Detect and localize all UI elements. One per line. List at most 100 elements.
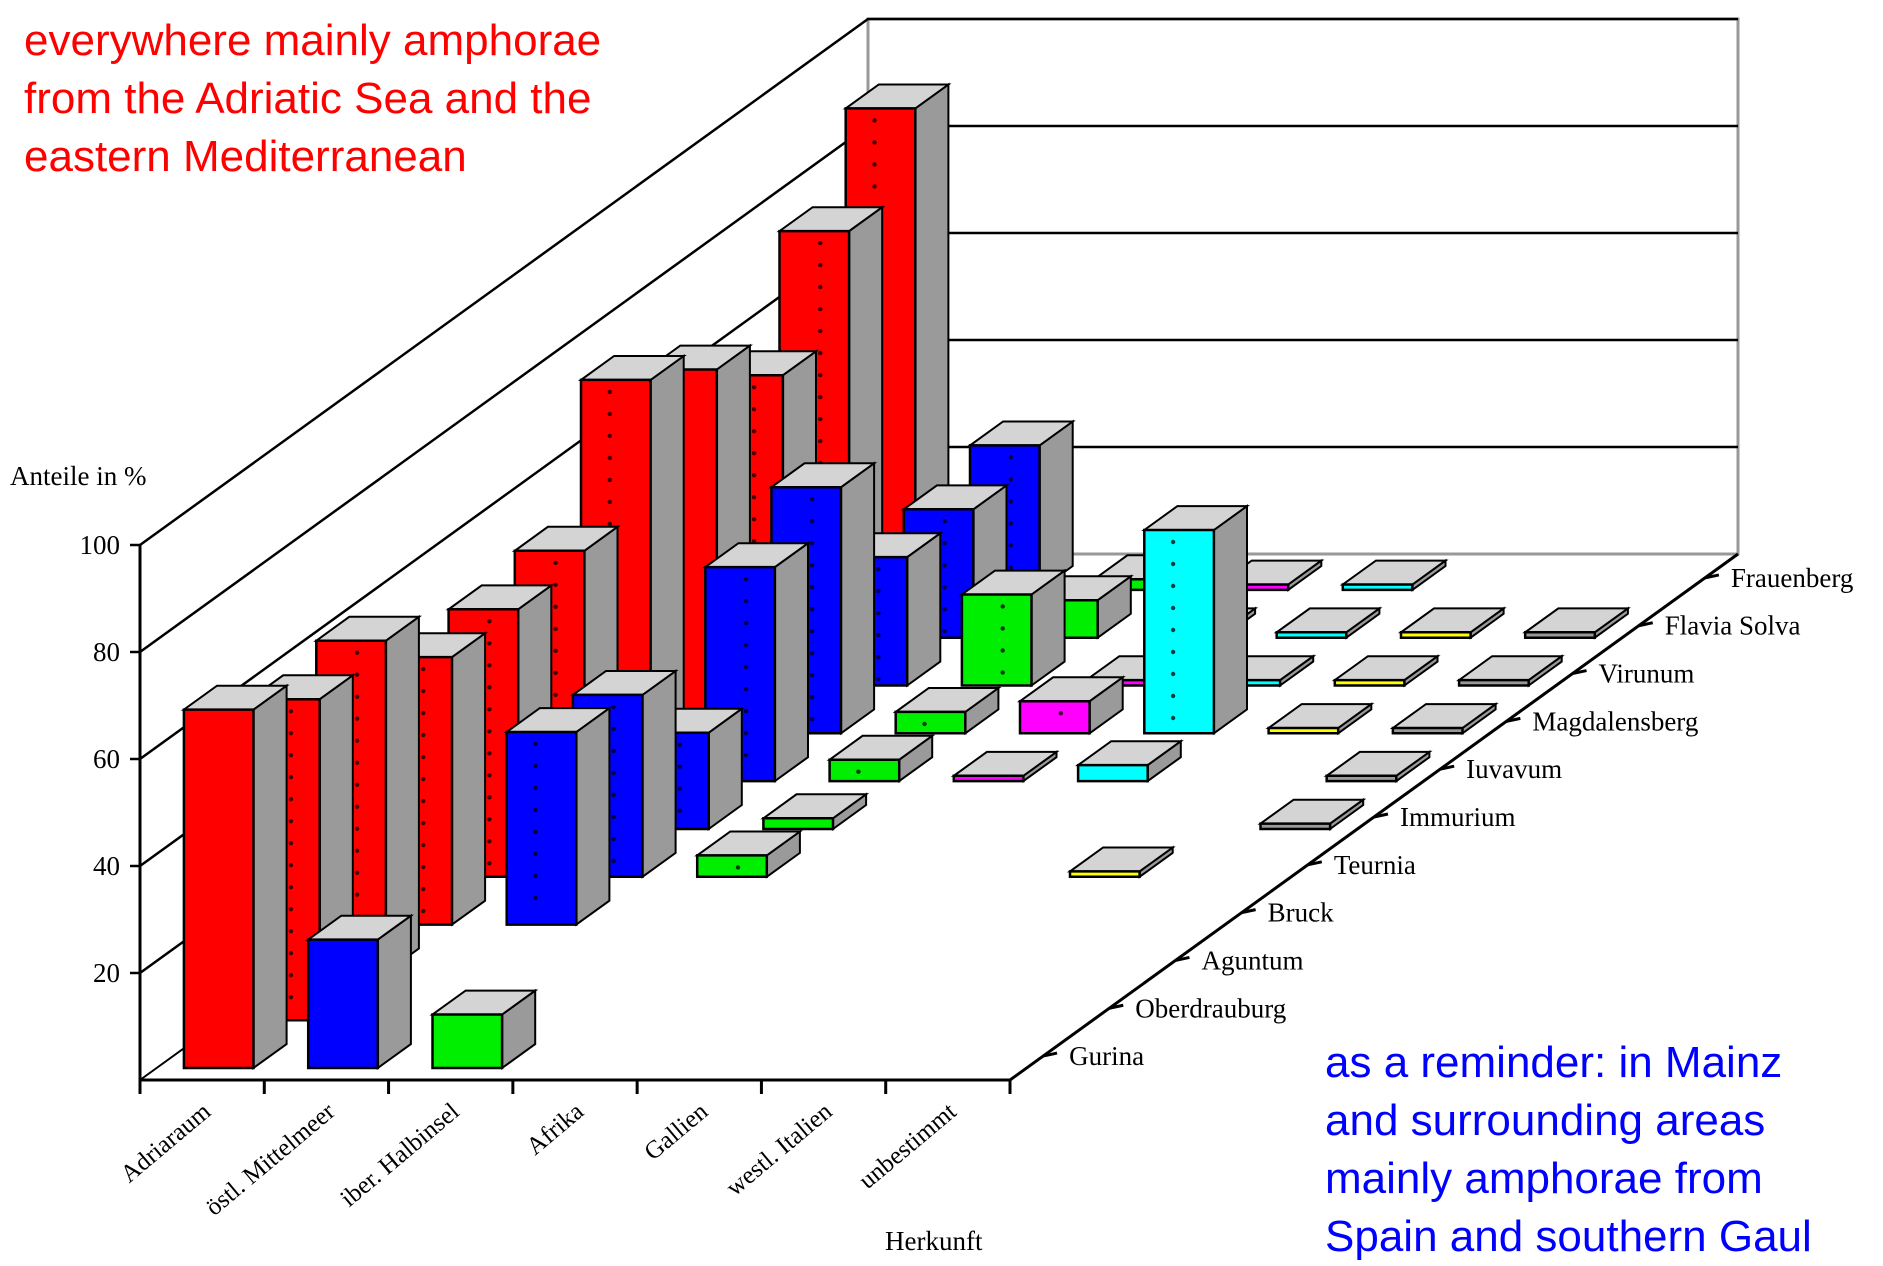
bar-texture	[1000, 648, 1005, 653]
bar-front	[182, 708, 255, 1070]
bar-texture	[421, 688, 426, 694]
bar-texture	[942, 563, 947, 568]
gridline	[139, 17, 1738, 547]
bar-top	[950, 750, 1060, 777]
bar-texture	[533, 807, 538, 813]
bar-texture	[611, 704, 616, 710]
bar-texture	[810, 563, 815, 568]
depth-tick	[1373, 812, 1389, 819]
bar-texture	[810, 673, 815, 678]
bar-top	[1397, 607, 1507, 634]
bar	[950, 749, 1060, 784]
bar-texture	[818, 394, 823, 400]
bar-texture	[354, 760, 360, 765]
bar-texture	[810, 717, 815, 722]
y-tick-label: 40	[93, 851, 120, 881]
bar-texture	[818, 350, 823, 356]
bar-texture	[354, 804, 360, 809]
bar-texture	[818, 262, 823, 268]
bar-texture	[533, 741, 538, 747]
bar-texture	[611, 814, 616, 820]
bar-texture	[872, 118, 877, 123]
depth-tick	[1439, 764, 1455, 771]
bar	[1066, 845, 1176, 879]
bar-texture	[553, 692, 558, 697]
x-tick-label: Gallien	[639, 1098, 713, 1166]
bar-texture	[743, 708, 749, 714]
bar-texture	[421, 710, 426, 716]
depth-tick	[1572, 669, 1587, 676]
bar-front	[1143, 528, 1216, 735]
bar-texture	[611, 726, 616, 732]
y-tick-label: 20	[93, 958, 120, 988]
bar-top	[1522, 607, 1631, 634]
bar-top	[1331, 655, 1441, 682]
series-label: Oberdrauburg	[1135, 993, 1286, 1023]
bar	[1331, 654, 1441, 688]
bar-texture	[818, 306, 823, 312]
bar-texture	[288, 973, 294, 978]
series-label: Iuvavum	[1466, 754, 1562, 784]
bar-texture	[487, 839, 492, 844]
bar-texture	[421, 842, 426, 848]
series-label: Magdalensberg	[1532, 706, 1698, 736]
x-tick-label: östl. Mittelmeer	[201, 1097, 341, 1221]
bar-texture	[553, 626, 558, 631]
bar-texture	[942, 607, 947, 612]
bar-texture	[1170, 649, 1176, 655]
bar-texture	[1170, 693, 1176, 699]
annotation-blue-line-1: as a reminder: in Mainz	[1325, 1038, 1783, 1087]
bar-texture	[421, 908, 426, 914]
bar-texture	[553, 582, 558, 587]
bar-texture	[288, 775, 294, 780]
bar-texture	[288, 797, 294, 802]
bar-texture	[942, 519, 947, 524]
bar-texture	[818, 240, 823, 246]
bar-texture	[818, 438, 823, 444]
bar-texture	[1170, 561, 1176, 567]
bar-texture	[487, 795, 492, 800]
x-tick-label: Afrika	[522, 1098, 589, 1161]
bar-side	[1212, 504, 1248, 736]
bar-texture	[751, 517, 757, 522]
bar-texture	[607, 521, 612, 527]
bar	[1339, 558, 1449, 592]
annotation-red-line-1: everywhere mainly amphorae	[24, 16, 602, 65]
annotation-red-line-3: eastern Mediterranean	[24, 132, 467, 181]
bar-texture	[818, 284, 823, 290]
bar-front	[1076, 763, 1149, 783]
y-axis-label: Anteile in %	[10, 461, 146, 491]
bar-texture	[751, 429, 757, 434]
bar-texture	[1170, 583, 1176, 589]
bar-side	[1038, 419, 1074, 592]
bar-texture	[751, 495, 757, 500]
bar	[1075, 739, 1184, 784]
bar-texture	[1170, 627, 1176, 633]
bar-texture	[1000, 604, 1005, 609]
depth-tick	[1175, 955, 1190, 962]
bar-front	[1267, 726, 1340, 735]
bar-texture	[553, 604, 558, 609]
depth-tick	[1638, 621, 1654, 628]
y-tick-label: 60	[93, 744, 120, 774]
bar-texture	[743, 664, 749, 670]
bar-texture	[611, 748, 616, 754]
bar	[1257, 797, 1367, 831]
bar-texture	[677, 808, 683, 813]
series-label: Bruck	[1268, 898, 1334, 928]
bar-texture	[1008, 477, 1013, 482]
bar	[180, 683, 290, 1070]
x-axis-label: Herkunft	[885, 1226, 983, 1256]
bar-texture	[751, 407, 757, 412]
bar-texture	[751, 473, 757, 478]
annotation-red-line-2: from the Adriatic Sea and the	[24, 74, 592, 123]
bar-front	[894, 710, 967, 735]
bar-texture	[1170, 605, 1176, 611]
bar-texture	[876, 610, 881, 616]
bar-front	[505, 730, 578, 926]
bar-top	[1339, 559, 1449, 586]
bar-texture	[818, 372, 823, 378]
depth-tick	[1108, 1003, 1124, 1010]
bar-side	[773, 541, 809, 784]
